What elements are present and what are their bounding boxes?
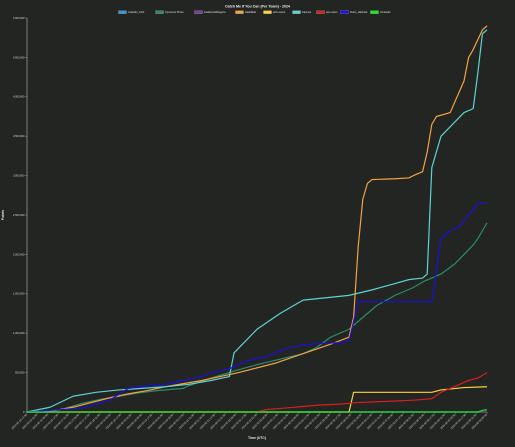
series-line-pen-users: [27, 372, 488, 413]
legend-label: HashMob: [245, 10, 257, 14]
legend-item-team-hashcat[interactable]: Team_Hashcat: [340, 10, 368, 14]
y-tick-label: 4,500,000: [13, 55, 25, 59]
legend-swatch: [235, 10, 244, 14]
legend-item-carbolic-ucf[interactable]: Carbolic_UCF: [118, 10, 145, 14]
series-line-kasinus: [26, 29, 488, 413]
y-tick-label: 500,000: [15, 371, 25, 375]
legend-swatch: [118, 10, 127, 14]
y-tick-label: 3,000,000: [13, 174, 25, 178]
legend-item-hashmob[interactable]: HashMob: [235, 10, 257, 14]
y-tick-label: 4,000,000: [13, 95, 25, 99]
legend-label: Cynosure Prime: [165, 10, 184, 14]
y-tick-label: 2,000,000: [13, 252, 25, 256]
legend-label: john-users: [272, 10, 286, 14]
y-tick-label: 2,500,000: [13, 213, 25, 217]
legend-item-trontastic[interactable]: trontastic: [370, 10, 392, 14]
y-tick-label: 3,500,000: [13, 134, 25, 138]
legend-label: pen-users: [326, 10, 338, 14]
legend-item-pen-users[interactable]: pen-users: [316, 10, 339, 14]
legend-item-kasinus[interactable]: Kasinus: [292, 10, 312, 14]
series-line-trontastic: [27, 409, 488, 413]
legend-label: Carbolic_UCF: [128, 10, 145, 14]
legend-label: trontastic: [380, 10, 391, 14]
legend-item-john-users[interactable]: john-users: [263, 10, 286, 14]
legend-swatch: [370, 10, 379, 14]
y-tick-label: 1,500,000: [13, 292, 25, 296]
y-tick-label: 5,000,000: [13, 16, 25, 20]
legend-swatch: [263, 10, 272, 14]
legend-label: FeatheredDragons: [204, 10, 226, 14]
series-line-hashmob: [26, 25, 488, 413]
series-line-team-hashcat: [26, 202, 487, 413]
x-axis-title: Time (UTC): [248, 436, 266, 440]
y-tick-label: 1,000,000: [13, 331, 25, 335]
legend-swatch: [340, 10, 349, 14]
axes: 0 500,000 1,000,000 1,500,000 2,000,000 2,500…: [10, 16, 488, 430]
y-axis-title: Points: [1, 210, 5, 220]
legend-item-feathereddragons[interactable]: FeatheredDragons: [194, 10, 227, 14]
legend-label: Team_Hashcat: [350, 10, 368, 14]
y-tick-label: 0: [23, 410, 25, 414]
legend-swatch: [316, 10, 325, 14]
legend: Carbolic_UCF Cynosure Prime FeatheredDrago…: [118, 10, 392, 14]
series-group: [26, 25, 488, 413]
legend-swatch: [292, 10, 301, 14]
legend-swatch: [155, 10, 164, 14]
legend-label: Kasinus: [302, 10, 312, 14]
chart-title: Catch Me If You Can (Per Team) - 2024: [225, 5, 290, 9]
legend-swatch: [194, 10, 203, 14]
legend-item-cynosure-prime[interactable]: Cynosure Prime: [155, 10, 185, 14]
